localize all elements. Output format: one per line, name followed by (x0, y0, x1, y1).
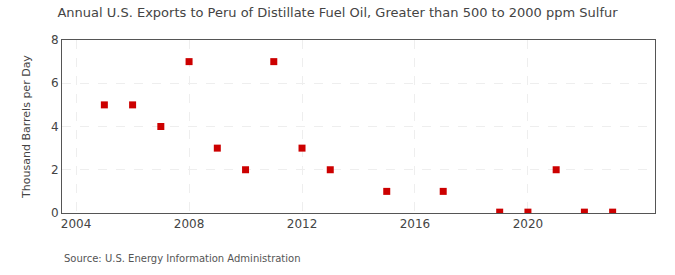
svg-text:4: 4 (51, 120, 59, 134)
svg-text:2016: 2016 (400, 217, 431, 231)
svg-text:2004: 2004 (61, 217, 92, 231)
svg-text:Annual U.S. Exports to Peru of: Annual U.S. Exports to Peru of Distillat… (57, 5, 618, 20)
svg-text:2020: 2020 (513, 217, 544, 231)
svg-text:0: 0 (51, 206, 59, 220)
svg-text:6: 6 (51, 76, 59, 90)
svg-text:2: 2 (51, 163, 59, 177)
svg-text:Thousand Barrels per Day: Thousand Barrels per Day (20, 55, 33, 199)
svg-text:2008: 2008 (174, 217, 205, 231)
svg-text:8: 8 (51, 33, 59, 47)
svg-text:2012: 2012 (287, 217, 318, 231)
svg-text:Source: U.S. Energy Informatio: Source: U.S. Energy Information Administ… (64, 253, 301, 264)
